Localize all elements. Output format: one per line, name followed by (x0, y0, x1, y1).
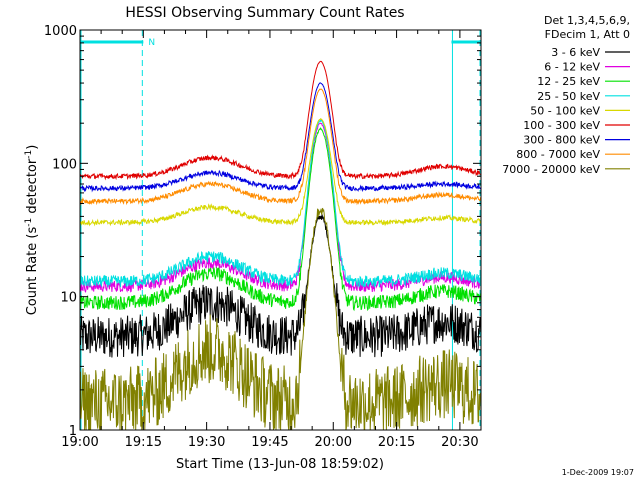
y-tick-label-0: 1 (69, 424, 77, 439)
series-line-5 (80, 60, 481, 181)
x-tick-label-4: 20:00 (315, 435, 352, 450)
legend-label-6: 300 - 800 keV (523, 134, 600, 147)
y-tick-label-2: 100 (52, 157, 77, 172)
series-line-6 (80, 82, 481, 193)
night-markers: N (80, 30, 481, 430)
y-tick-label-1: 10 (60, 291, 77, 306)
x-tick-label-2: 19:30 (188, 435, 225, 450)
series-line-7 (80, 88, 481, 206)
series-line-8 (80, 207, 481, 430)
series-lines (80, 60, 481, 430)
legend-label-7: 800 - 7000 keV (516, 148, 600, 161)
legend-label-5: 100 - 300 keV (523, 119, 600, 132)
legend-label-2: 12 - 25 keV (537, 75, 600, 88)
y-axis-label-part2: detector (25, 158, 40, 218)
y-tick-label-3: 1000 (44, 24, 77, 39)
legend-label-1: 6 - 12 keV (544, 61, 600, 74)
legend-label-3: 25 - 50 keV (537, 90, 600, 103)
plot-data-area: N (80, 30, 481, 430)
legend-label-4: 50 - 100 keV (530, 104, 600, 117)
y-axis-label: Count Rate (s-1 detector-1) (24, 145, 40, 316)
x-tick-label-1: 19:15 (125, 435, 162, 450)
axes: 19:00 19:15 19:30 19:45 20:00 20:15 20:30 1 10 10… (44, 24, 481, 450)
y-axis-label-sup2: -1 (24, 150, 34, 159)
legend-label-8: 7000 - 20000 keV (502, 163, 600, 176)
x-tick-label-6: 20:30 (441, 435, 478, 450)
series-line-4 (80, 118, 481, 227)
series-line-3 (80, 118, 481, 289)
x-tick-label-3: 19:45 (251, 435, 288, 450)
legend: Det 1,3,4,5,6,9, FDecim 1, Att 0 3 - 6 k… (502, 14, 630, 176)
series-line-1 (80, 122, 481, 293)
x-axis-label: Start Time (13-Jun-08 18:59:02) (176, 457, 384, 472)
x-tick-label-5: 20:15 (378, 435, 415, 450)
y-axis-label-sup1: -1 (24, 218, 34, 227)
legend-label-0: 3 - 6 keV (551, 46, 600, 59)
x-tick-label-0: 19:00 (61, 435, 98, 450)
date-stamp: 1-Dec-2009 19:07 (562, 468, 634, 477)
plot-frame (79, 29, 482, 431)
y-axis-label-part3: ) (25, 145, 40, 150)
series-line-0 (80, 214, 481, 358)
series-line-2 (80, 127, 481, 312)
chart-title: HESSI Observing Summary Count Rates (125, 5, 404, 21)
night-marker-label: N (148, 38, 155, 48)
y-axis-label-part1: Count Rate (s (25, 227, 40, 316)
legend-header-line2: FDecim 1, Att 0 (545, 28, 630, 41)
legend-header-line1: Det 1,3,4,5,6,9, (544, 14, 630, 27)
